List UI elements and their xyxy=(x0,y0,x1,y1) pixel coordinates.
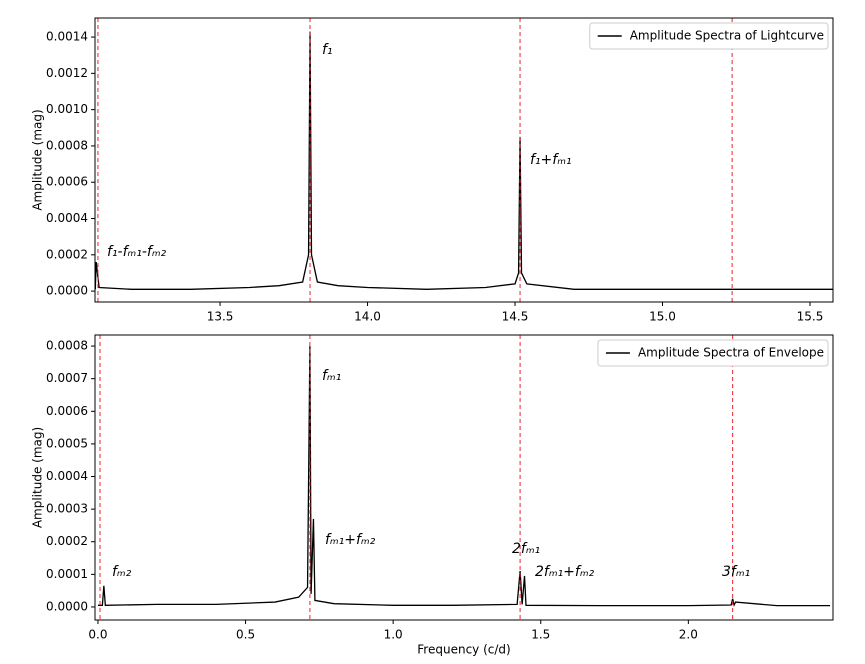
spectrum-line xyxy=(97,346,831,607)
annotation: 2fₘ₁ xyxy=(512,541,540,557)
axes-frame xyxy=(94,334,834,621)
y-tick-label: 0.0008 xyxy=(46,339,88,353)
y-tick-label: 0.0004 xyxy=(46,469,88,483)
y-tick-label: 0.0004 xyxy=(46,211,88,225)
x-tick-label: 13.5 xyxy=(207,310,234,324)
legend-label: Amplitude Spectra of Lightcurve xyxy=(630,29,824,43)
y-axis-label: Amplitude (mag) xyxy=(31,427,45,528)
y-tick-label: 0.0005 xyxy=(46,436,88,450)
annotation: fₘ₁ xyxy=(322,368,341,384)
x-tick-label: 0.5 xyxy=(236,628,255,642)
annotation: f₁-fₘ₁-fₘ₂ xyxy=(107,244,167,260)
legend-box xyxy=(589,22,829,50)
y-tick-label: 0.0006 xyxy=(46,404,88,418)
x-tick-label: 14.5 xyxy=(502,310,529,324)
annotation: fₘ₁+fₘ₂ xyxy=(325,532,376,548)
x-tick-label: 1.5 xyxy=(531,628,550,642)
annotation: f₁+fₘ₁ xyxy=(530,152,572,168)
y-axis-label: Amplitude (mag) xyxy=(31,109,45,210)
y-tick-label: 0.0000 xyxy=(46,599,88,613)
x-tick-label: 15.5 xyxy=(797,310,824,324)
y-tick-label: 0.0014 xyxy=(46,30,88,44)
annotation: fₘ₂ xyxy=(112,564,132,580)
x-tick-label: 15.0 xyxy=(649,310,676,324)
y-tick-label: 0.0002 xyxy=(46,534,88,548)
y-tick-label: 0.0012 xyxy=(46,66,88,80)
legend-box xyxy=(597,339,829,367)
y-tick-label: 0.0003 xyxy=(46,502,88,516)
spectrum-line xyxy=(95,31,833,290)
x-axis-label: Frequency (c/d) xyxy=(417,643,510,657)
y-tick-label: 0.0008 xyxy=(46,138,88,152)
axes-frame xyxy=(94,17,834,303)
annotation: 3fₘ₁ xyxy=(722,564,750,580)
y-tick-label: 0.0007 xyxy=(46,371,88,385)
x-tick-label: 0.0 xyxy=(88,628,107,642)
y-tick-label: 0.0000 xyxy=(46,284,88,298)
x-tick-label: 2.0 xyxy=(679,628,698,642)
annotation: f₁ xyxy=(322,42,333,58)
y-tick-label: 0.0010 xyxy=(46,102,88,116)
y-tick-label: 0.0001 xyxy=(46,567,88,581)
annotation: 2fₘ₁+fₘ₂ xyxy=(535,564,595,580)
y-tick-label: 0.0002 xyxy=(46,247,88,261)
legend-label: Amplitude Spectra of Envelope xyxy=(638,346,824,360)
y-tick-label: 0.0006 xyxy=(46,175,88,189)
x-tick-label: 1.0 xyxy=(384,628,403,642)
x-tick-label: 14.0 xyxy=(354,310,381,324)
